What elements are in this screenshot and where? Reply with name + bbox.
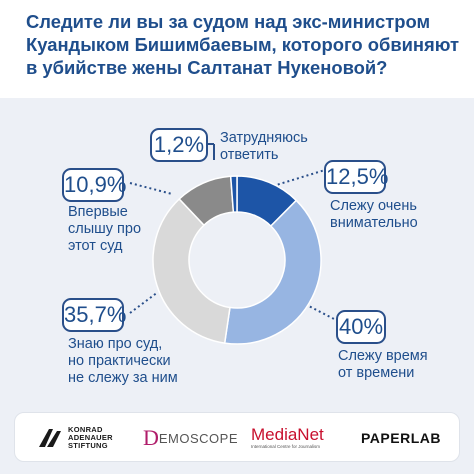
label-s1-line-1: Слежу очень bbox=[330, 198, 417, 214]
slice-from-time-to-time bbox=[223, 199, 322, 345]
label-s3-line-2: но практически bbox=[68, 353, 171, 369]
slice-hard-to-say bbox=[229, 175, 238, 213]
value-box-s4: 10,9% bbox=[62, 168, 126, 202]
demoscope-initial: D bbox=[143, 425, 159, 450]
label-s4: Впервые слышу про этот суд bbox=[68, 204, 141, 255]
kas-logo: KONRAD ADENAUER STIFTUNG bbox=[37, 413, 113, 463]
paperlab-text: PAPERLAB bbox=[361, 430, 441, 446]
slice-know-not-follow bbox=[152, 197, 231, 344]
label-s4-line-3: этот суд bbox=[68, 238, 123, 254]
label-s3: Знаю про суд, но практически не слежу за… bbox=[68, 336, 178, 387]
medianet-subtitle: International Centre for Journalism bbox=[251, 444, 321, 449]
leader-line-s3 bbox=[129, 291, 159, 314]
label-s5-line-2: ответить bbox=[220, 147, 279, 163]
label-s3-line-1: Знаю про суд, bbox=[68, 336, 163, 352]
leader-line-s4 bbox=[129, 182, 173, 195]
chart-title: Следите ли вы за судом над экс-министром… bbox=[26, 11, 460, 78]
label-s1-line-2: внимательно bbox=[330, 215, 418, 231]
label-s2-line-1: Слежу время bbox=[338, 348, 428, 364]
label-s2: Слежу время от времени bbox=[338, 348, 428, 382]
partner-logos: KONRAD ADENAUER STIFTUNG D EMOSCOPE Medi… bbox=[14, 412, 460, 462]
demoscope-text: EMOSCOPE bbox=[158, 430, 239, 446]
label-s4-line-1: Впервые bbox=[68, 204, 128, 220]
value-box-s1: 12,5% bbox=[324, 160, 388, 194]
leader-line-s1 bbox=[272, 169, 326, 187]
label-s4-line-2: слышу про bbox=[68, 221, 142, 237]
label-s3-line-3: не слежу за ним bbox=[68, 370, 178, 386]
demoscope-logo: D EMOSCOPE bbox=[143, 413, 238, 463]
kas-line-1: KONRAD bbox=[68, 425, 103, 434]
label-s5-line-1: Затрудняюсь bbox=[220, 130, 308, 146]
paperlab-logo: PAPERLAB bbox=[361, 413, 441, 463]
label-s5: Затрудняюсь ответить bbox=[220, 130, 308, 164]
kas-line-3: STIFTUNG bbox=[68, 441, 108, 450]
kas-mark-icon bbox=[39, 429, 61, 447]
value-box-s5: 1,2% bbox=[150, 128, 208, 162]
medianet-text: MediaNet bbox=[251, 425, 324, 444]
label-s1: Слежу очень внимательно bbox=[330, 198, 418, 232]
header: Следите ли вы за судом над экс-министром… bbox=[0, 0, 474, 98]
medianet-logo: MediaNet International Centre for Journa… bbox=[251, 413, 324, 463]
value-box-s3: 35,7% bbox=[62, 298, 126, 332]
kas-line-2: ADENAUER bbox=[68, 433, 113, 442]
label-s2-line-2: от времени bbox=[338, 365, 415, 381]
chart-panel bbox=[0, 98, 474, 474]
value-box-s2: 40% bbox=[336, 310, 386, 344]
